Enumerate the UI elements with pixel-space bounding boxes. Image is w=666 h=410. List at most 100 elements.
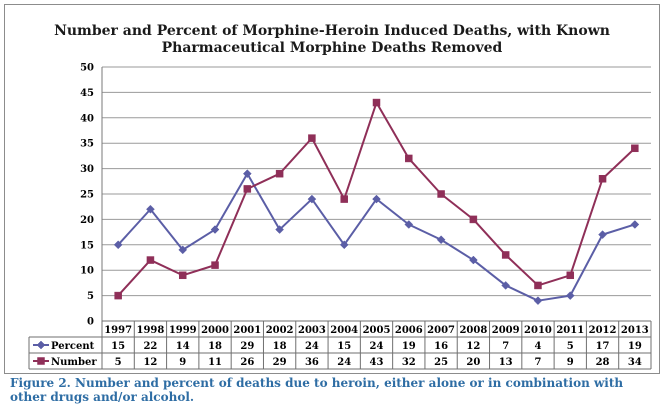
data-point-number xyxy=(566,271,575,280)
data-table-value: 5 xyxy=(115,357,122,368)
data-table-value: 12 xyxy=(143,357,157,368)
data-table-value: 24 xyxy=(305,341,319,352)
series-line-percent xyxy=(117,172,636,302)
data-table-value: 13 xyxy=(499,357,513,368)
data-table-value: 16 xyxy=(434,341,448,352)
data-point-number xyxy=(308,134,316,142)
data-table-value: 25 xyxy=(434,357,448,368)
x-tick-label: 2009 xyxy=(492,325,520,336)
data-point-percent xyxy=(630,220,640,229)
data-point-percent xyxy=(565,291,575,300)
data-table-value: 29 xyxy=(240,341,254,352)
data-table-value: 11 xyxy=(208,357,222,368)
data-point-number xyxy=(469,215,478,224)
data-table-value: 9 xyxy=(567,357,574,368)
data-point-percent xyxy=(307,194,317,204)
data-point-number xyxy=(275,169,284,178)
y-tick-label: 20 xyxy=(80,215,94,226)
data-table-value: 5 xyxy=(567,341,574,352)
data-point-percent xyxy=(113,240,123,250)
x-tick-label: 2003 xyxy=(298,325,326,336)
data-table-value: 4 xyxy=(534,341,541,352)
chart-title-line-2: Pharmaceutical Morphine Deaths Removed xyxy=(162,40,503,56)
chart-svg: Number and Percent of Morphine-Heroin In… xyxy=(28,23,652,370)
x-tick-label: 2012 xyxy=(589,325,617,336)
chart-frame: Number and Percent of Morphine-Heroin In… xyxy=(4,4,660,374)
data-point-percent xyxy=(469,255,478,265)
x-tick-label: 2004 xyxy=(330,325,358,336)
data-table-value: 15 xyxy=(337,341,351,352)
x-tick-label: 2008 xyxy=(459,325,487,336)
data-table-value: 29 xyxy=(273,357,287,368)
y-tick-label: 35 xyxy=(80,139,94,150)
x-tick-label: 2011 xyxy=(556,325,584,336)
data-table-value: 43 xyxy=(370,357,384,368)
data-table-value: 17 xyxy=(596,341,610,352)
data-point-number xyxy=(598,175,607,183)
data-table-value: 19 xyxy=(628,341,642,352)
y-tick-label: 10 xyxy=(80,266,94,277)
x-tick-label: 2005 xyxy=(363,325,391,336)
figure-caption: Figure 2. Number and percent of deaths d… xyxy=(10,376,624,404)
data-point-percent xyxy=(339,240,349,250)
data-point-percent xyxy=(436,235,446,245)
data-table-value: 14 xyxy=(176,341,190,352)
data-point-number xyxy=(534,281,542,290)
data-point-number xyxy=(243,185,252,193)
data-table-value: 9 xyxy=(179,357,186,368)
data-point-percent xyxy=(178,245,188,255)
data-point-percent xyxy=(146,204,155,214)
data-table-value: 36 xyxy=(305,357,319,368)
legend-label: Number xyxy=(51,357,97,368)
y-tick-label: 50 xyxy=(80,63,94,74)
x-tick-label: 1998 xyxy=(137,325,165,336)
data-point-percent xyxy=(275,225,284,234)
data-point-number xyxy=(114,291,122,300)
x-tick-label: 2007 xyxy=(427,325,455,336)
legend-key-marker xyxy=(36,340,46,350)
data-point-number xyxy=(631,144,639,153)
data-table-value: 20 xyxy=(466,357,480,368)
chart-title-line-1: Number and Percent of Morphine-Heroin In… xyxy=(54,23,610,39)
x-tick-label: 2000 xyxy=(201,325,229,336)
y-tick-label: 5 xyxy=(87,291,94,302)
x-tick-label: 2002 xyxy=(266,325,294,336)
x-tick-label: 2013 xyxy=(621,325,649,336)
data-table-value: 24 xyxy=(337,357,351,368)
data-point-number xyxy=(372,98,381,107)
data-point-percent xyxy=(501,281,511,290)
y-tick-label: 15 xyxy=(80,240,94,251)
data-point-number xyxy=(405,154,413,163)
data-point-percent xyxy=(210,225,220,234)
data-point-number xyxy=(146,256,155,264)
data-table-value: 32 xyxy=(402,357,416,368)
data-table-value: 28 xyxy=(596,357,610,368)
y-tick-label: 30 xyxy=(80,164,94,175)
data-point-percent xyxy=(372,194,381,204)
data-table-value: 24 xyxy=(370,341,384,352)
data-table-value: 34 xyxy=(628,357,642,368)
data-table-value: 12 xyxy=(466,341,480,352)
data-table-value: 7 xyxy=(534,357,541,368)
y-tick-label: 40 xyxy=(80,113,94,124)
data-table-value: 15 xyxy=(111,341,125,352)
x-tick-label: 2010 xyxy=(524,325,552,336)
data-table-value: 19 xyxy=(402,341,416,352)
data-point-number xyxy=(501,251,510,259)
data-point-number xyxy=(211,261,219,269)
x-tick-label: 2006 xyxy=(395,325,423,336)
y-tick-label: 25 xyxy=(80,190,94,201)
data-point-percent xyxy=(242,169,252,179)
data-point-number xyxy=(178,271,187,280)
x-tick-label: 1999 xyxy=(169,325,197,336)
y-tick-label: 0 xyxy=(87,317,94,328)
y-tick-label: 45 xyxy=(80,88,94,99)
data-point-percent xyxy=(404,220,414,229)
x-tick-label: 2001 xyxy=(233,325,261,336)
data-table-value: 22 xyxy=(143,341,157,352)
data-point-number xyxy=(437,190,445,198)
legend-key-marker xyxy=(37,357,45,365)
data-table-value: 18 xyxy=(208,341,222,352)
legend-label: Percent xyxy=(51,341,95,352)
data-table-value: 7 xyxy=(502,341,509,352)
